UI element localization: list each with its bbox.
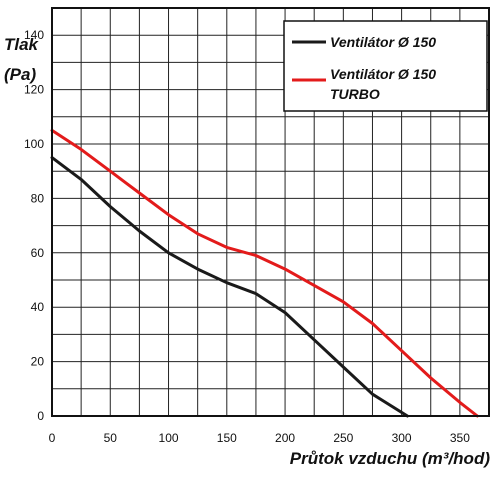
series-line-black	[50, 156, 409, 418]
x-tick-label: 150	[217, 431, 237, 445]
y-tick-label: 20	[31, 355, 45, 369]
y-tick-label: 120	[24, 83, 44, 97]
x-tick-label: 350	[450, 431, 470, 445]
x-tick-label: 0	[49, 431, 56, 445]
series-lines	[50, 128, 479, 418]
x-tick-label: 250	[333, 431, 353, 445]
legend: Ventilátor Ø 150 Ventilátor Ø 150 TURBO	[283, 20, 488, 112]
x-axis-title: Průtok vzduchu (m³/hod)	[290, 449, 491, 468]
y-tick-label: 40	[31, 300, 45, 314]
y-tick-label: 100	[24, 137, 44, 151]
legend-label-red-line2: TURBO	[330, 86, 380, 102]
x-tick-label: 200	[275, 431, 295, 445]
plot-frame	[51, 7, 490, 417]
x-tick-label: 100	[159, 431, 179, 445]
legend-label-red: Ventilátor Ø 150	[330, 66, 436, 82]
x-tick-label: 300	[392, 431, 412, 445]
series-line-red	[50, 128, 479, 418]
y-tick-label: 60	[31, 246, 45, 260]
y-tick-label: 0	[37, 409, 44, 423]
x-tick-label: 50	[104, 431, 118, 445]
x-tick-labels: 0 50 100 150 200 250 300 350	[49, 431, 471, 445]
y-tick-label: 140	[24, 28, 44, 42]
legend-box	[283, 20, 488, 112]
legend-label-black: Ventilátor Ø 150	[330, 34, 436, 50]
y-axis-title: Tlak	[4, 35, 40, 54]
y-tick-label: 80	[31, 191, 45, 205]
y-axis-unit: (Pa)	[4, 65, 36, 84]
y-tick-labels: 0 20 40 60 80 100 120 140	[24, 28, 44, 423]
